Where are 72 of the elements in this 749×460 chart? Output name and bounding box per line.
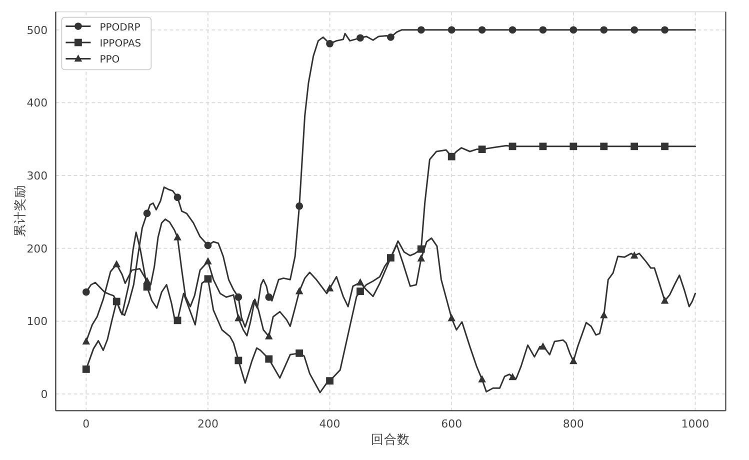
point	[326, 284, 334, 292]
x-tick-label: 600	[441, 418, 462, 431]
point	[508, 142, 516, 150]
point	[478, 375, 486, 382]
point	[296, 349, 304, 357]
y-tick-label: 200	[26, 242, 48, 256]
y-tick-label: 400	[26, 96, 48, 110]
point	[356, 288, 364, 295]
point	[204, 275, 212, 283]
point	[295, 287, 304, 294]
point	[112, 260, 120, 268]
point	[326, 40, 334, 48]
x-tick-label: 800	[562, 418, 584, 431]
point	[326, 377, 334, 385]
point	[174, 233, 182, 240]
x-tick-label: 0	[82, 418, 90, 431]
point	[204, 257, 212, 264]
point	[600, 311, 608, 318]
point	[448, 314, 456, 322]
point	[478, 26, 486, 34]
point	[417, 254, 426, 262]
point	[600, 142, 608, 150]
point	[630, 26, 638, 34]
point	[508, 26, 516, 34]
point	[570, 142, 578, 150]
y-tick-label: 100	[26, 315, 48, 328]
point	[234, 314, 242, 322]
x-axis-title: 回合数	[371, 432, 410, 447]
point	[265, 293, 273, 301]
x-tick-label: 400	[319, 418, 340, 431]
point	[539, 342, 547, 350]
point	[661, 142, 668, 150]
point	[265, 355, 273, 363]
point	[539, 142, 547, 150]
point	[174, 316, 182, 324]
legend-label: PPODRP	[100, 22, 140, 34]
point	[448, 26, 456, 34]
x-tick-label: 200	[197, 418, 218, 431]
point	[82, 288, 90, 296]
point	[630, 251, 638, 259]
point	[82, 366, 90, 373]
point	[296, 202, 304, 210]
y-tick-label: 300	[26, 170, 48, 183]
point	[356, 34, 364, 42]
x-tick-label: 1000	[681, 418, 710, 431]
point	[600, 26, 608, 34]
y-tick-label: 0	[40, 388, 48, 401]
point	[570, 26, 578, 34]
legend-label: PPO	[100, 54, 120, 66]
y-axis-title: 累计奖励	[12, 185, 27, 238]
point	[234, 356, 242, 364]
point	[387, 33, 394, 41]
y-tick-label: 500	[26, 24, 48, 37]
point	[264, 332, 273, 340]
point	[112, 298, 120, 306]
point	[234, 293, 242, 301]
legend-label: IPPOPAS	[100, 38, 142, 50]
point	[174, 194, 182, 202]
point	[630, 142, 638, 150]
point	[448, 152, 456, 160]
point	[570, 356, 578, 364]
point	[356, 278, 364, 286]
point	[204, 242, 212, 250]
point	[417, 26, 425, 34]
point	[539, 26, 547, 34]
point	[478, 146, 486, 154]
point	[82, 337, 90, 344]
point	[143, 276, 151, 284]
point	[661, 26, 668, 34]
point	[508, 372, 516, 380]
point	[143, 210, 151, 218]
point	[660, 296, 669, 304]
